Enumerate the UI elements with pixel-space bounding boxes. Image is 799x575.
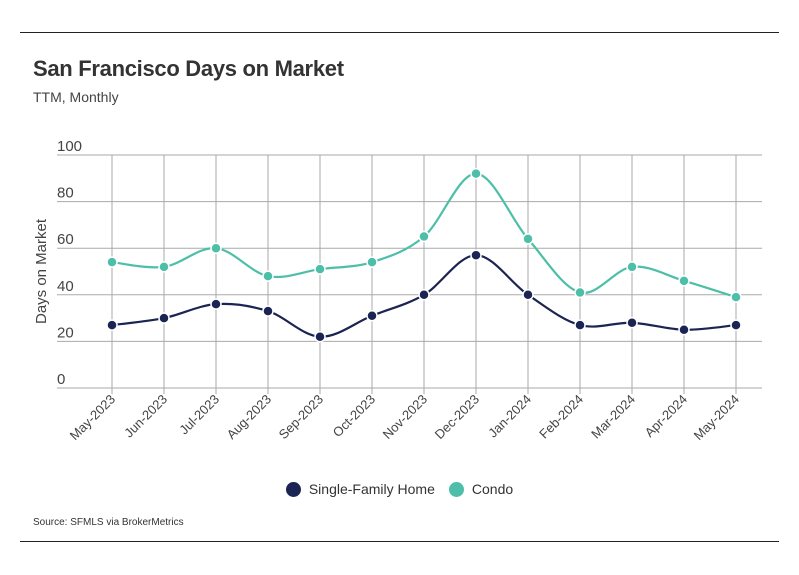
data-point-condo <box>262 270 274 282</box>
data-point-single-family-home <box>262 305 274 317</box>
x-tick-label: Jan-2024 <box>485 392 534 441</box>
data-point-condo <box>574 286 586 299</box>
y-tick-label: 40 <box>57 278 74 295</box>
legend-item-single-family[interactable]: Single-Family Home <box>285 481 435 497</box>
data-point-single-family-home <box>522 289 534 301</box>
chart-title: San Francisco Days on Market <box>33 56 344 81</box>
x-tick-label: Jul-2023 <box>176 392 222 438</box>
top-rule <box>20 32 779 33</box>
bottom-rule <box>20 541 779 542</box>
chart-subtitle: TTM, Monthly <box>33 89 119 105</box>
legend-label: Condo <box>471 481 514 497</box>
data-point-condo <box>314 263 326 275</box>
source-note: Source: SFMLS via BrokerMetrics <box>33 517 184 528</box>
data-point-single-family-home <box>366 310 378 322</box>
data-point-condo <box>730 291 742 303</box>
data-point-condo <box>470 167 482 180</box>
legend-item-condo[interactable]: Condo <box>448 481 514 497</box>
data-point-single-family-home <box>210 298 222 310</box>
data-point-condo <box>626 261 638 273</box>
y-tick-label: 60 <box>57 231 74 248</box>
x-tick-label: Nov-2023 <box>380 392 430 442</box>
x-tick-label: Sep-2023 <box>276 392 326 442</box>
data-point-single-family-home <box>574 319 586 331</box>
legend-label: Single-Family Home <box>308 481 435 497</box>
y-tick-label: 100 <box>57 138 82 155</box>
data-point-single-family-home <box>158 312 170 324</box>
x-tick-label: Oct-2023 <box>330 392 378 440</box>
data-point-condo <box>210 242 222 254</box>
data-point-condo <box>366 256 378 268</box>
x-tick-label: May-2024 <box>691 392 742 443</box>
data-point-condo <box>522 233 534 245</box>
x-tick-label: Dec-2023 <box>432 392 482 442</box>
data-point-single-family-home <box>106 319 118 331</box>
data-point-single-family-home <box>626 317 638 329</box>
y-axis-label: Days on Market <box>33 218 50 324</box>
legend-swatch-single-family <box>285 481 301 497</box>
legend-swatch-condo <box>448 481 464 497</box>
data-point-single-family-home <box>314 330 326 343</box>
data-point-condo <box>158 261 170 273</box>
data-point-condo <box>106 256 118 268</box>
x-tick-label: Jun-2023 <box>121 392 170 441</box>
data-point-single-family-home <box>730 319 742 331</box>
data-point-condo <box>678 275 690 287</box>
data-point-single-family-home <box>678 324 690 336</box>
x-tick-label: May-2023 <box>67 392 118 443</box>
y-tick-label: 0 <box>57 371 65 388</box>
y-tick-label: 80 <box>57 185 74 202</box>
data-point-condo <box>418 230 430 243</box>
x-tick-label: Aug-2023 <box>224 392 274 442</box>
data-point-single-family-home <box>418 289 430 301</box>
x-tick-label: Mar-2024 <box>588 392 638 442</box>
x-tick-label: Apr-2024 <box>642 392 690 440</box>
x-tick-label: Feb-2024 <box>536 392 586 442</box>
data-point-single-family-home <box>470 249 482 261</box>
y-tick-label: 20 <box>57 324 74 341</box>
legend: Single-Family Home Condo <box>0 481 799 497</box>
